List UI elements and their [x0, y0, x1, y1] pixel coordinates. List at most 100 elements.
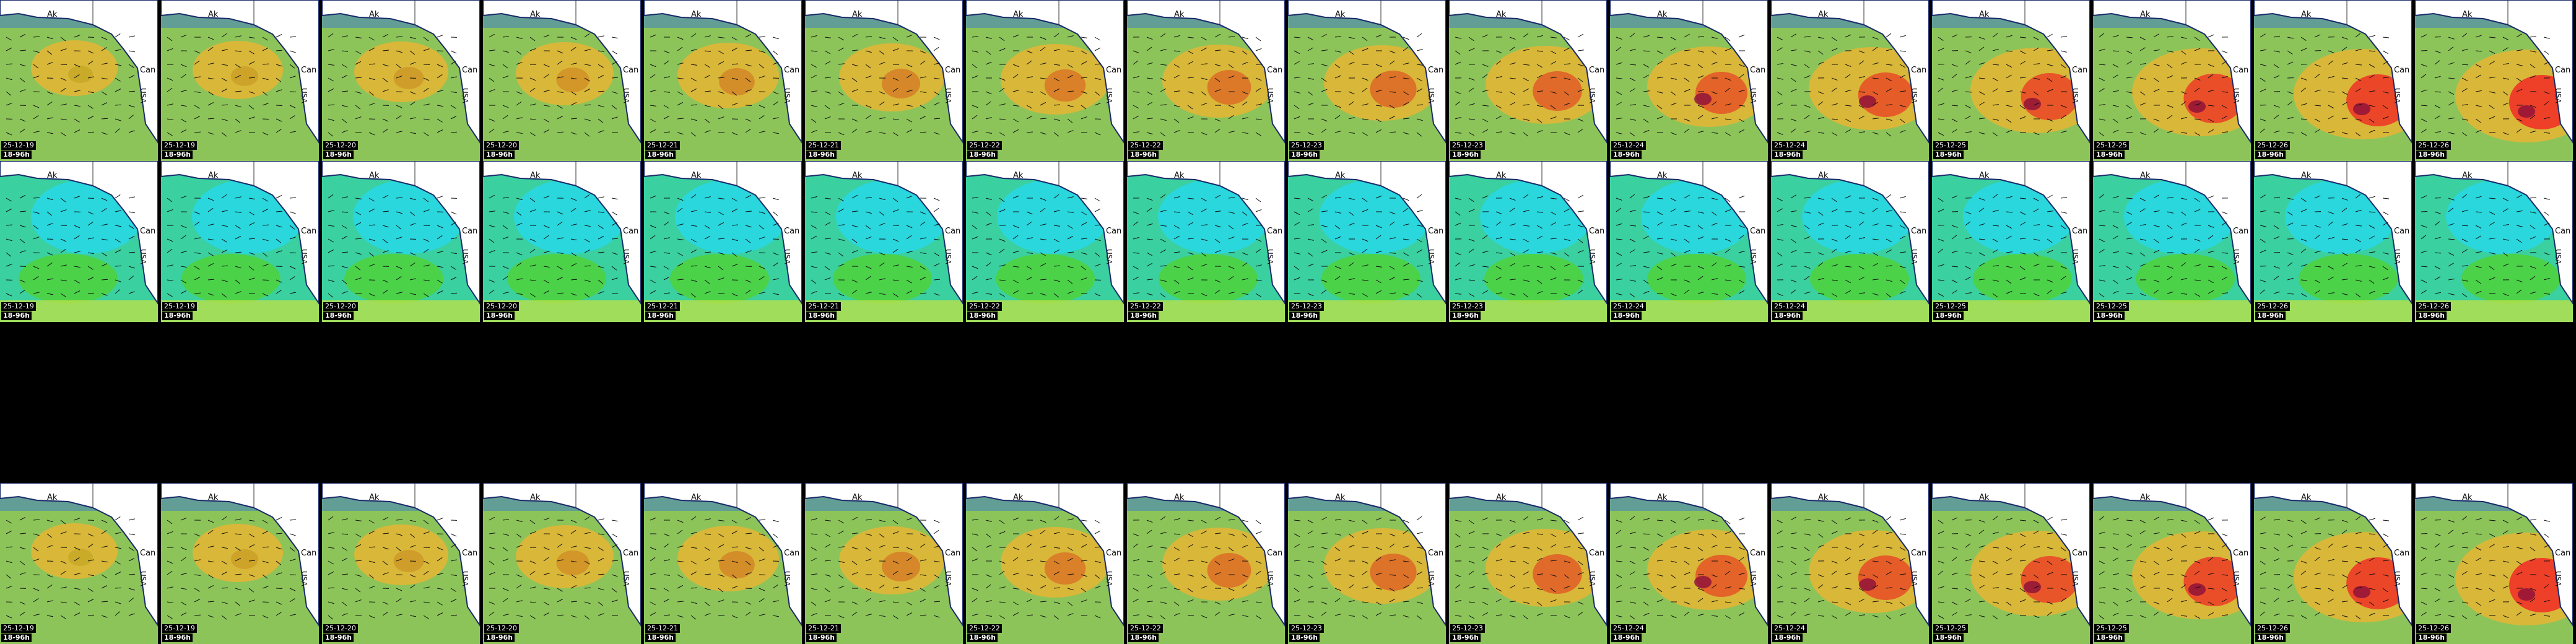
wind-arrow: [1738, 557, 1744, 562]
usa-label: USA: [139, 571, 147, 586]
wind-arrow: [1146, 238, 1153, 240]
wind-arrow: [2355, 560, 2362, 565]
wind-arrow: [115, 89, 121, 92]
canada-label: Can: [784, 227, 800, 236]
wind-arrow: [1294, 222, 1300, 226]
wind-arrow: [1845, 34, 1852, 38]
wind-arrow: [2273, 291, 2280, 294]
wind-arrow: [704, 547, 710, 551]
wind-arrow: [1294, 599, 1300, 603]
wind-arrow: [1026, 543, 1032, 548]
wind-arrow: [1255, 238, 1262, 242]
wind-arrow: [598, 50, 604, 53]
wind-arrow: [2047, 118, 2053, 122]
wind-arrow: [557, 91, 564, 94]
wind-arrow: [1858, 115, 1865, 120]
wind-arrow: [2530, 64, 2536, 69]
wind-arrow: [2019, 61, 2026, 65]
wind-arrow: [2006, 266, 2012, 268]
wind-arrow: [2369, 557, 2375, 562]
wind-arrow: [999, 615, 1005, 619]
wind-arrow: [289, 50, 296, 53]
wind-arrow: [704, 601, 710, 606]
wind-arrow: [1777, 47, 1783, 51]
wind-arrow: [2060, 50, 2067, 53]
wind-arrow: [677, 63, 684, 65]
wind-arrow: [1790, 128, 1796, 133]
wind-arrow: [1656, 588, 1663, 593]
wind-arrow: [6, 47, 12, 51]
wind-arrow: [516, 61, 523, 65]
wind-arrow: [46, 62, 53, 65]
wind-arrow: [489, 128, 495, 133]
wind-arrow: [1067, 35, 1074, 38]
wind-arrow: [1684, 533, 1690, 534]
wind-arrow: [1482, 89, 1489, 92]
wind-arrow: [811, 235, 817, 240]
frame-date: 25-12-25: [1933, 624, 1968, 633]
wind-arrow: [74, 235, 80, 240]
wind-arrow: [1482, 612, 1488, 616]
wind-arrow: [1026, 115, 1033, 120]
wind-arrow: [2047, 533, 2053, 534]
wind-arrow: [1643, 74, 1649, 79]
wind-arrow: [1616, 62, 1622, 65]
wind-arrow: [355, 238, 362, 240]
wind-arrow: [1348, 50, 1354, 55]
wind-arrow: [1416, 532, 1423, 534]
wind-arrow: [1067, 518, 1074, 521]
wind-arrow: [207, 37, 214, 40]
wind-arrow: [704, 573, 711, 575]
wind-arrow: [2314, 34, 2321, 38]
wind-arrow: [1094, 77, 1101, 80]
wind-arrow: [1965, 237, 1972, 240]
wind-arrow: [677, 46, 683, 51]
wind-arrow: [1228, 547, 1234, 552]
wind-arrow: [33, 292, 40, 294]
wind-arrow: [1375, 105, 1382, 107]
wind-arrow: [1242, 600, 1248, 603]
wind-arrow: [1577, 547, 1584, 550]
wind-arrow: [2448, 102, 2454, 106]
wind-arrow: [920, 599, 926, 603]
wind-arrow: [598, 225, 604, 229]
wind-arrow: [745, 194, 752, 199]
wind-arrow: [2194, 560, 2201, 564]
wind-arrow: [2448, 117, 2455, 120]
wind-arrow: [2448, 198, 2455, 201]
wind-arrow: [235, 196, 242, 199]
wind-arrow: [423, 198, 429, 202]
wind-arrow: [46, 198, 53, 201]
wind-arrow: [1978, 198, 1985, 201]
wind-arrow: [1577, 250, 1584, 253]
wind-arrow: [1629, 531, 1636, 534]
wind-arrow: [865, 276, 871, 281]
wind-arrow: [2047, 238, 2053, 243]
wind-arrow: [2448, 62, 2455, 65]
wind-arrow: [1550, 50, 1556, 54]
wind-arrow: [1886, 615, 1892, 620]
wind-arrow: [1616, 279, 1622, 281]
wind-arrow: [1536, 225, 1543, 229]
wind-arrow: [1160, 516, 1166, 521]
wind-arrow: [933, 293, 940, 296]
wind-arrow: [289, 598, 295, 603]
wind-arrow: [865, 211, 872, 214]
frame-date: 25-12-19: [1, 302, 36, 311]
wind-arrow: [207, 224, 214, 226]
wind-arrow: [194, 76, 201, 79]
map-frame: Ak Can USA 25-12-25 18-96h: [1932, 0, 2090, 161]
wind-arrow: [502, 225, 508, 230]
wind-arrow: [529, 238, 536, 242]
wind-arrow: [489, 250, 495, 253]
frame-date: 25-12-22: [1128, 624, 1163, 633]
wind-arrow: [1321, 89, 1328, 92]
wind-arrow: [865, 598, 871, 603]
wind-arrow: [1214, 77, 1221, 82]
wind-arrow: [1523, 531, 1530, 534]
wind-arrow: [87, 533, 94, 537]
wind-arrow: [999, 601, 1006, 603]
wind-arrow: [1375, 290, 1382, 294]
wind-arrow: [1845, 517, 1852, 521]
wind-arrow: [1495, 60, 1502, 65]
